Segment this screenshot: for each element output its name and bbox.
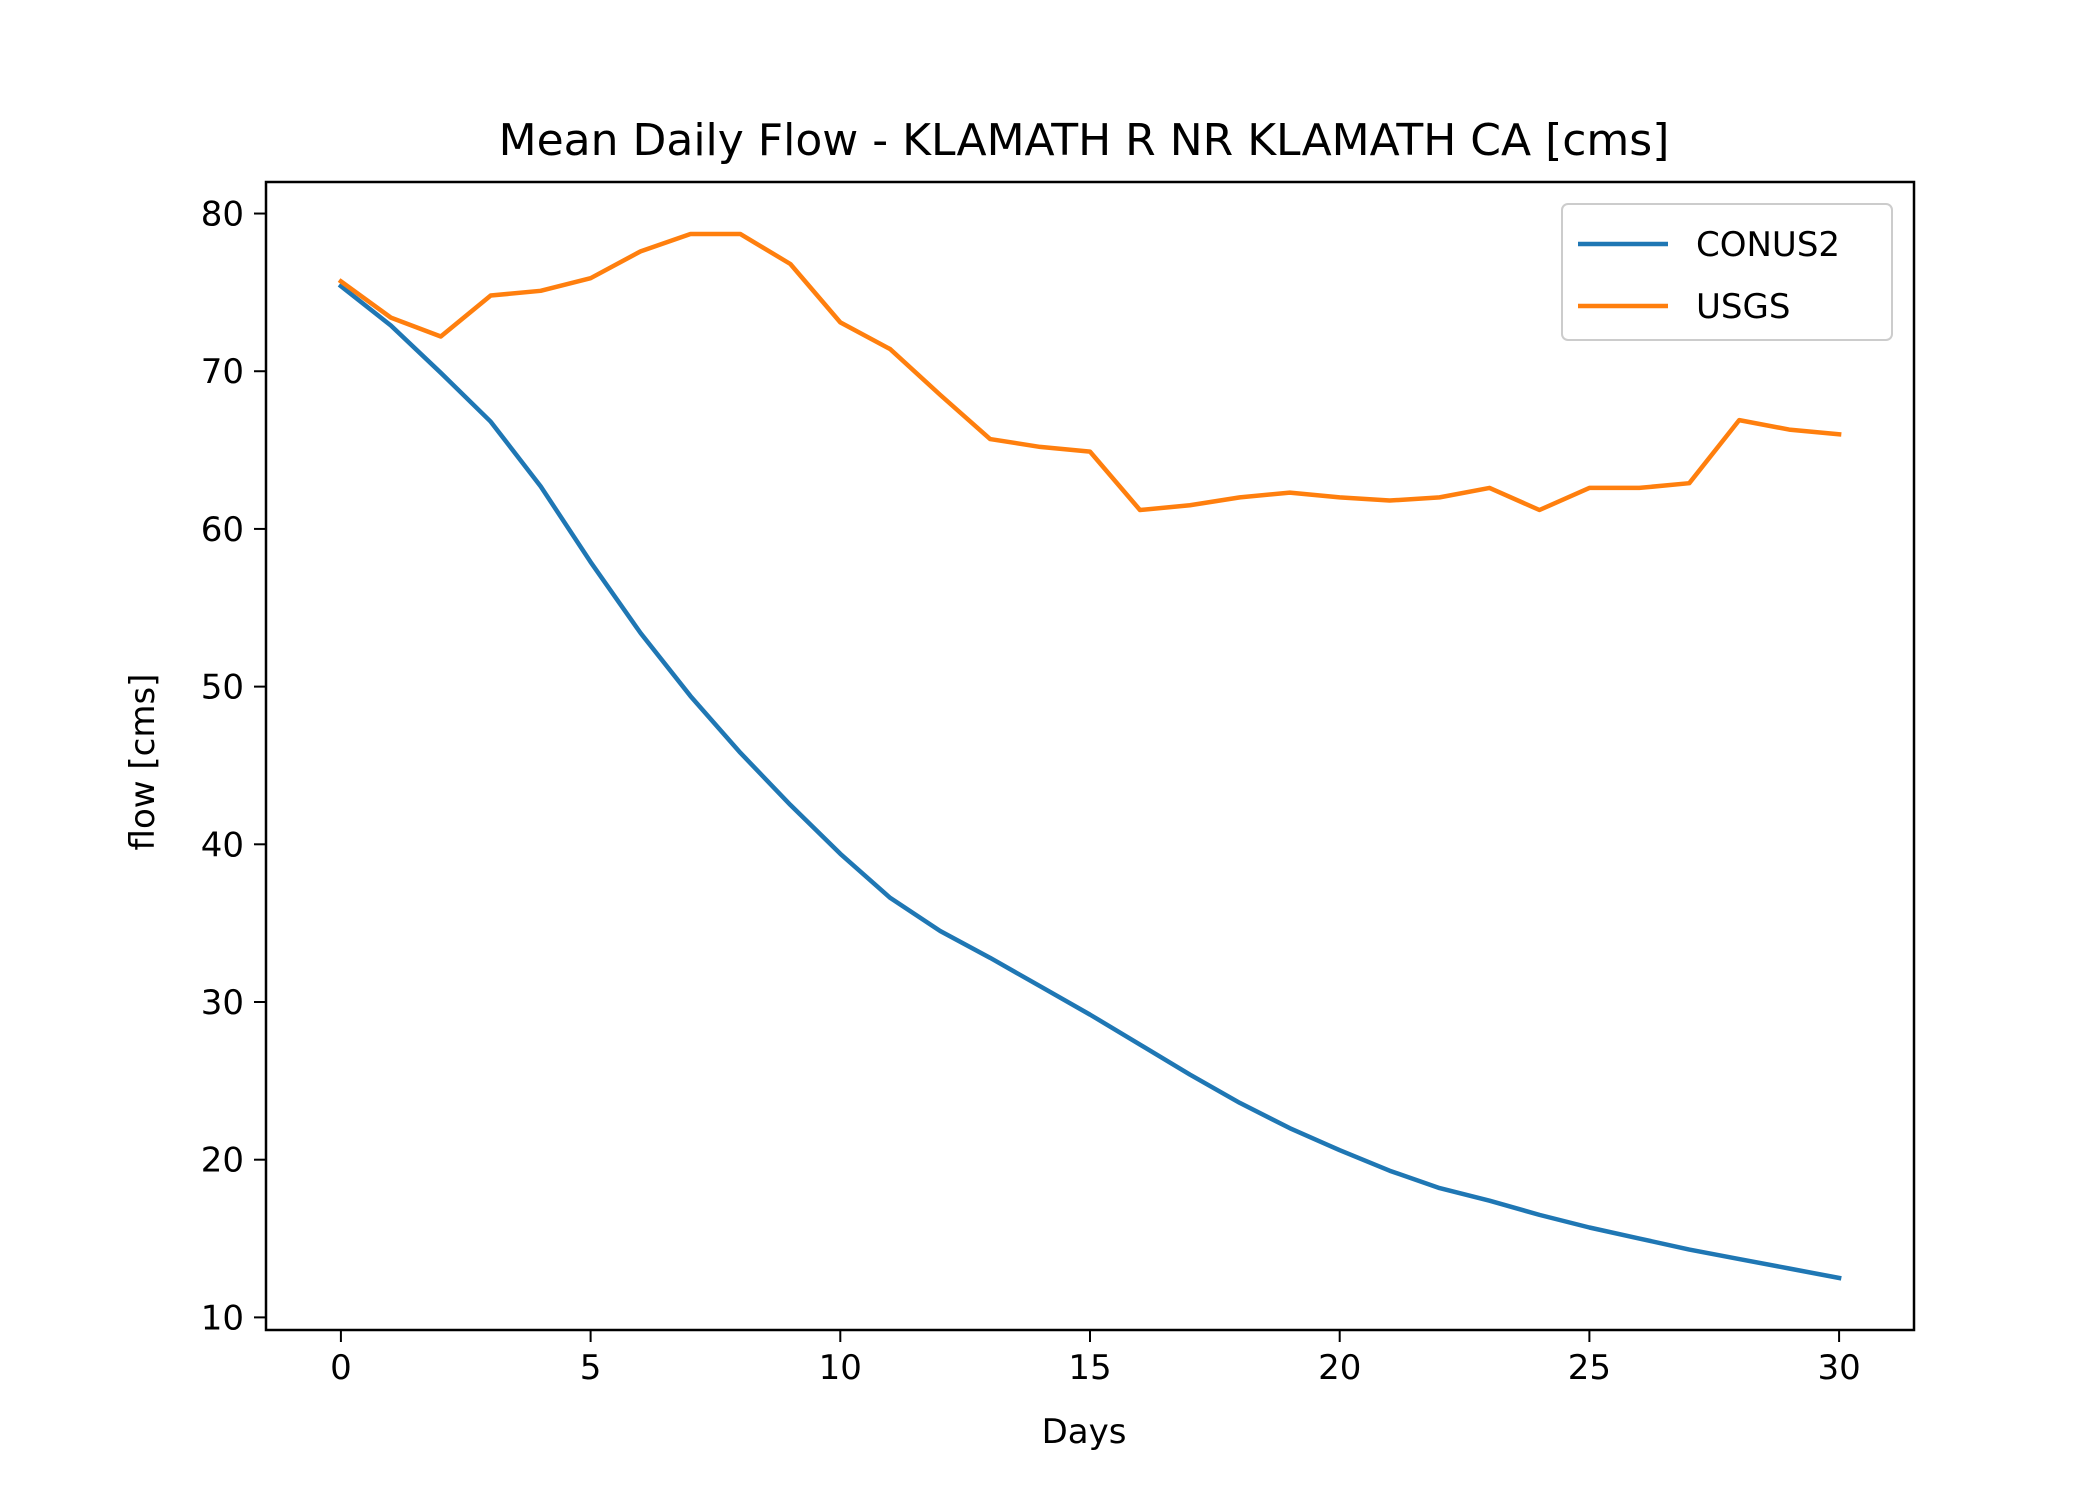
legend-label-usgs: USGS [1696, 287, 1790, 327]
legend: CONUS2 USGS [1561, 203, 1893, 341]
y-tick-label-70: 70 [201, 352, 244, 392]
chart-title: Mean Daily Flow - KLAMATH R NR KLAMATH C… [499, 115, 1670, 166]
x-tick-label-20: 20 [1318, 1348, 1361, 1388]
y-tick-label-80: 80 [201, 195, 244, 235]
x-axis-title: Days [1042, 1412, 1127, 1452]
series-line-usgs [337, 231, 1842, 513]
x-tick-label-10: 10 [819, 1348, 862, 1388]
x-tick-label-15: 15 [1068, 1348, 1111, 1388]
plot-area [337, 231, 1842, 1281]
y-tick-label-30: 30 [201, 983, 244, 1023]
x-tick-label-5: 5 [580, 1348, 602, 1388]
x-tick-label-0: 0 [330, 1348, 352, 1388]
y-tick-label-60: 60 [201, 510, 244, 550]
y-tick-label-20: 20 [201, 1141, 244, 1181]
y-tick-label-50: 50 [201, 668, 244, 708]
y-tick-label-10: 10 [201, 1298, 244, 1338]
series-line-conus2 [337, 282, 1842, 1281]
x-tick-label-25: 25 [1568, 1348, 1611, 1388]
y-tick-label-40: 40 [201, 825, 244, 865]
axes: 0 5 10 15 20 25 30 10 20 30 40 50 60 70 80 [201, 180, 1916, 1388]
legend-label-conus2: CONUS2 [1696, 225, 1840, 265]
x-tick-label-30: 30 [1817, 1348, 1860, 1388]
y-axis-title: flow [cms] [123, 674, 163, 851]
